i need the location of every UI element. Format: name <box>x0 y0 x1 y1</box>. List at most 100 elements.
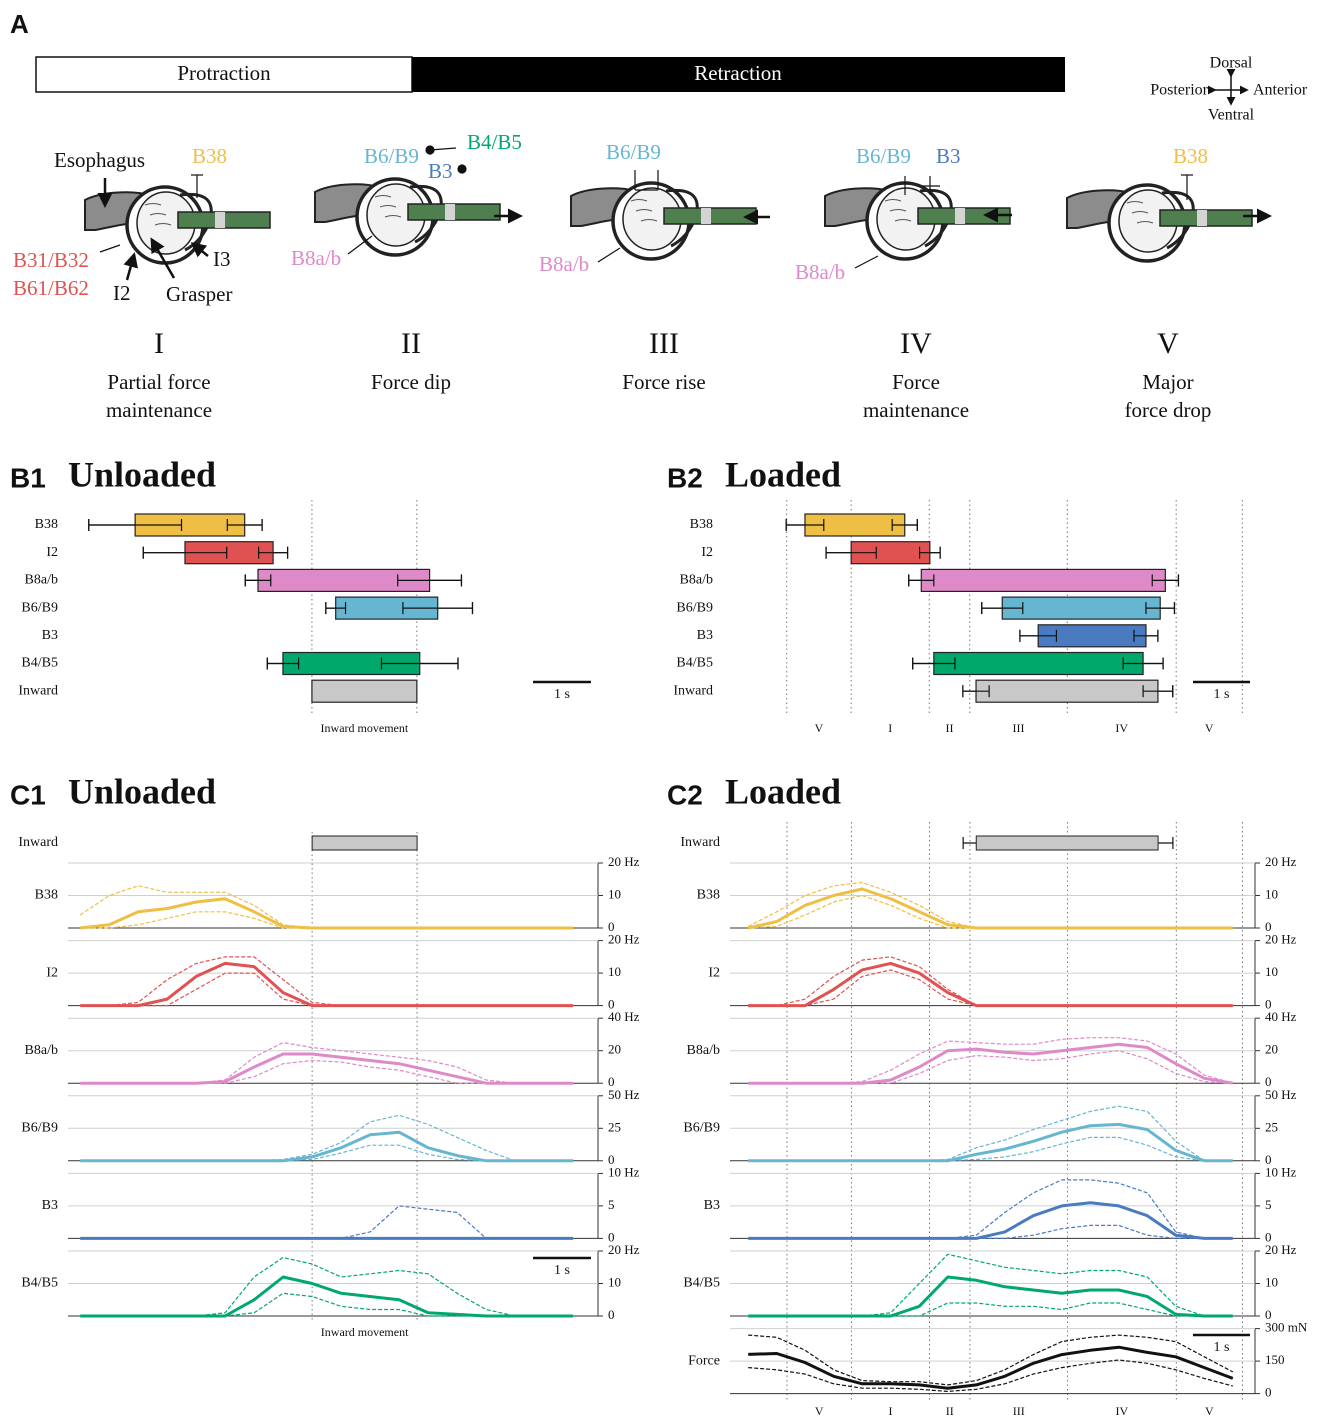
mean-trace <box>80 961 574 1008</box>
row-label: B3 <box>42 628 58 643</box>
retraction-bar <box>412 57 1065 92</box>
y-tick-label: 50 Hz <box>608 1087 640 1102</box>
scale-bar-label: 1 s <box>1214 687 1230 702</box>
annotation: B61/B62 <box>13 276 89 300</box>
row-label: B3 <box>42 1198 58 1213</box>
mean-trace <box>748 1345 1234 1390</box>
orientation-label: Posterior <box>1150 82 1208 99</box>
bound-trace <box>80 1059 574 1084</box>
y-tick-label: 150 <box>1265 1352 1285 1367</box>
annotation: I2 <box>113 281 131 305</box>
phase-label: I <box>888 721 892 735</box>
mean-trace <box>748 961 1233 1008</box>
row-label: B3 <box>704 1198 720 1213</box>
stage-description: Force rise <box>622 370 705 394</box>
y-tick-label: 0 <box>608 1152 615 1167</box>
y-tick-label: 20 Hz <box>608 854 640 869</box>
y-tick-label: 0 <box>1265 997 1272 1012</box>
y-tick-label: 50 Hz <box>1265 1087 1297 1102</box>
bar <box>1001 596 1161 620</box>
bound-trace <box>748 969 1233 1007</box>
row-label: B8a/b <box>680 573 713 588</box>
y-tick-label: 20 <box>1265 1042 1278 1057</box>
row-label: B6/B9 <box>676 600 713 615</box>
mean-trace <box>748 1122 1233 1163</box>
annotation: B6/B9 <box>606 140 661 164</box>
scale-bar-label: 1 s <box>554 687 570 702</box>
y-tick-label: 20 Hz <box>1265 932 1297 947</box>
annotation: B31/B32 <box>13 248 89 272</box>
note: Inward movement <box>321 1325 409 1339</box>
y-tick-label: 10 <box>1265 886 1278 901</box>
panel-label: A <box>10 9 29 39</box>
row-label: I2 <box>46 545 58 560</box>
stage-numeral: I <box>154 327 164 360</box>
mean-trace <box>80 897 574 930</box>
annotation: B3 <box>936 144 961 168</box>
bound-trace <box>80 1205 574 1239</box>
stage-numeral: II <box>401 327 421 360</box>
row-label: B6/B9 <box>21 1121 58 1136</box>
stage-description: Force dip <box>371 370 451 394</box>
row-label: B4/B5 <box>21 1276 58 1291</box>
y-tick-label: 0 <box>608 1229 615 1244</box>
phase-label: V <box>815 721 824 735</box>
orientation-label: Dorsal <box>1210 55 1253 72</box>
bar <box>311 679 418 703</box>
row-label: B4/B5 <box>676 656 713 671</box>
row-label: B8a/b <box>687 1043 720 1058</box>
row-label: B3 <box>697 628 713 643</box>
bound-trace <box>748 1334 1234 1386</box>
y-tick-label: 10 Hz <box>608 1164 640 1179</box>
annotation: B3 <box>428 159 453 183</box>
y-tick-label: 10 <box>608 964 621 979</box>
scale-bar-label: 1 s <box>1214 1340 1230 1355</box>
phase-label: IV <box>1116 1404 1129 1417</box>
row-label: Inward <box>18 835 58 850</box>
annotation: B38 <box>1173 144 1208 168</box>
y-tick-label: 0 <box>608 919 615 934</box>
y-tick-label: 0 <box>608 1307 615 1322</box>
stage-description: force drop <box>1125 398 1212 422</box>
annotation: B8a/b <box>795 260 845 284</box>
annotation: Grasper <box>166 282 232 306</box>
phase-label: II <box>946 1404 954 1417</box>
annotation: B6/B9 <box>856 144 911 168</box>
panel-label: B2 <box>667 462 703 493</box>
y-tick-label: 0 <box>1265 1229 1272 1244</box>
y-tick-label: 10 <box>1265 1274 1278 1289</box>
bound-trace <box>80 1292 574 1317</box>
phase-label: V <box>815 1404 824 1417</box>
panel-title: Unloaded <box>68 771 216 811</box>
stage-numeral: V <box>1157 327 1179 360</box>
phase-label: V <box>1205 721 1214 735</box>
annotation: B8a/b <box>291 246 341 270</box>
y-tick-label: 10 <box>608 1274 621 1289</box>
phase-label: II <box>946 721 954 735</box>
phase-label: III <box>1013 721 1025 735</box>
stage-numeral: IV <box>900 327 932 360</box>
y-tick-label: 10 <box>608 886 621 901</box>
row-label: B38 <box>35 888 58 903</box>
stage-description: Major <box>1142 370 1193 394</box>
stage-description: maintenance <box>106 398 212 422</box>
row-label: B38 <box>35 517 58 532</box>
bound-trace <box>80 1042 574 1084</box>
orientation-label: Anterior <box>1253 82 1308 99</box>
y-tick-label: 0 <box>608 1074 615 1089</box>
compass <box>1207 68 1249 106</box>
bound-trace <box>80 911 574 929</box>
bound-trace <box>80 956 574 1007</box>
bound-trace <box>748 1179 1233 1239</box>
orientation-label: Ventral <box>1208 107 1255 124</box>
bound-trace <box>80 1256 574 1317</box>
y-tick-label: 20 Hz <box>1265 1242 1297 1257</box>
stage-numeral: III <box>649 327 679 360</box>
row-label: Inward <box>673 683 713 698</box>
row-label: I2 <box>46 965 58 980</box>
y-tick-label: 5 <box>608 1197 615 1212</box>
annotation: I3 <box>213 247 231 271</box>
row-label: B38 <box>697 888 720 903</box>
row-label: B6/B9 <box>683 1121 720 1136</box>
